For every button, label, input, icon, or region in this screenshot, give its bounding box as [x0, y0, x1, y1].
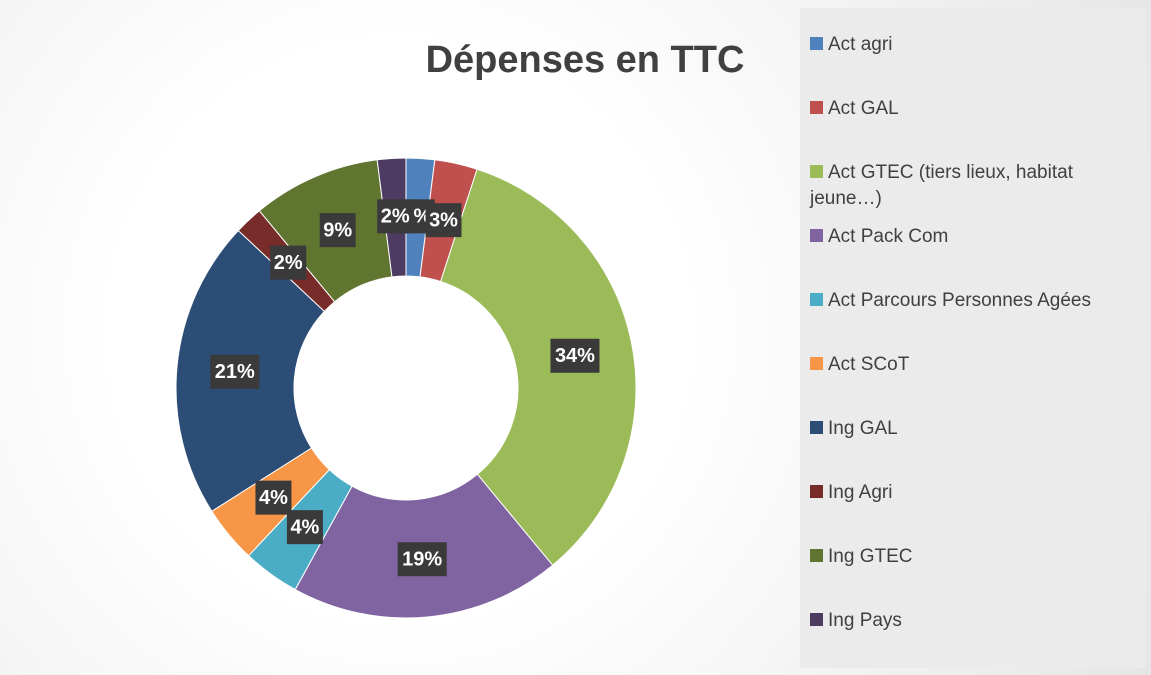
- legend-swatch: [810, 293, 823, 306]
- legend-label: Ing Pays: [828, 610, 902, 631]
- legend-item: Act agri: [810, 32, 1140, 58]
- data-label-box: [210, 354, 260, 389]
- data-label-box: [397, 542, 447, 577]
- legend-swatch: [810, 37, 823, 50]
- legend-swatch: [810, 485, 823, 498]
- legend-label: Ing GTEC: [828, 546, 913, 567]
- legend-item: Act Parcours Personnes Agées: [810, 288, 1140, 314]
- chart: Dépenses en TTC 2%3%34%19%4%4%21%2%9%2%: [175, 39, 745, 619]
- legend-label: Ing Agri: [828, 482, 893, 503]
- legend-item: Ing Pays: [810, 608, 1140, 634]
- data-label: 9%: [323, 219, 352, 241]
- legend-label: Act Parcours Personnes Agées: [828, 290, 1091, 311]
- legend-item: Act SCoT: [810, 352, 1140, 378]
- legend-swatch: [810, 357, 823, 370]
- legend-item: Ing Agri: [810, 480, 1140, 506]
- data-label: 2%: [381, 206, 410, 228]
- data-label: 3%: [429, 209, 458, 231]
- legend-item: Act GTEC (tiers lieux, habitat jeune…): [810, 160, 1140, 212]
- legend-swatch: [810, 101, 823, 114]
- data-label: 4%: [290, 516, 319, 538]
- data-label-box: [270, 245, 307, 280]
- legend-label: Act Pack Com: [828, 226, 949, 247]
- data-label: 34%: [555, 345, 595, 367]
- data-label: 21%: [215, 361, 255, 383]
- data-label-box: [425, 203, 462, 238]
- data-label-box: [550, 338, 600, 373]
- legend-swatch: [810, 613, 823, 626]
- legend-swatch: [810, 421, 823, 434]
- data-label: 19%: [402, 549, 442, 571]
- data-label-box: [319, 213, 356, 248]
- legend-label: Ing GAL: [828, 418, 898, 439]
- chart-title: Dépenses en TTC: [426, 39, 745, 81]
- legend: Act agri Act GAL Act GTEC (tiers lieux, ha…: [800, 8, 1146, 668]
- data-label: 4%: [259, 487, 288, 509]
- legend-item: Act GAL: [810, 96, 1140, 122]
- legend-label: Act GTEC (tiers lieux, habitat jeune…): [810, 162, 1073, 209]
- legend-label: Act SCoT: [828, 354, 910, 375]
- data-label: 2%: [274, 252, 303, 274]
- legend-label: Act GAL: [828, 98, 899, 119]
- legend-swatch: [810, 549, 823, 562]
- slice: [439, 168, 637, 566]
- data-label-box: [377, 199, 414, 234]
- legend-item: Ing GTEC: [810, 544, 1140, 570]
- legend-item: Act Pack Com: [810, 224, 1140, 250]
- legend-item: Ing GAL: [810, 416, 1140, 442]
- legend-swatch: [810, 165, 823, 178]
- data-label-box: [255, 480, 292, 515]
- legend-label: Act agri: [828, 34, 893, 55]
- data-label-box: [286, 510, 323, 545]
- legend-swatch: [810, 229, 823, 242]
